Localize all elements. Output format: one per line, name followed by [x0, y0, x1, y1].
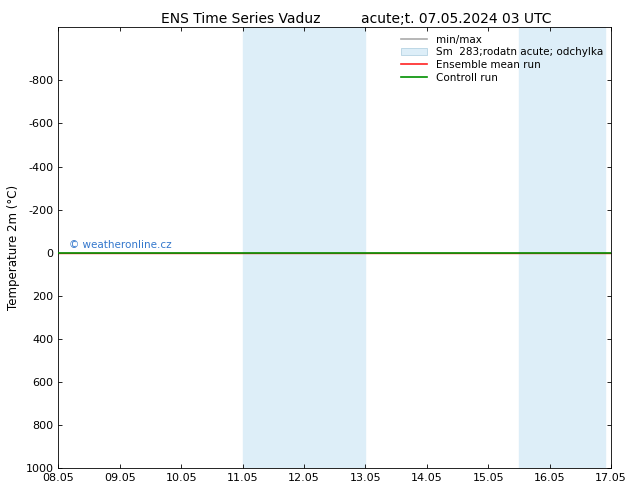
Y-axis label: Temperature 2m (°C): Temperature 2m (°C)	[7, 185, 20, 310]
Bar	[519, 26, 605, 468]
Legend: min/max, Sm  283;rodatn acute; odchylka, Ensemble mean run, Controll run: min/max, Sm 283;rodatn acute; odchylka, …	[398, 32, 606, 86]
Text: acute;t. 07.05.2024 03 UTC: acute;t. 07.05.2024 03 UTC	[361, 12, 552, 26]
Text: ENS Time Series Vaduz: ENS Time Series Vaduz	[161, 12, 321, 26]
Text: © weatheronline.cz: © weatheronline.cz	[69, 240, 172, 250]
Bar	[243, 26, 365, 468]
